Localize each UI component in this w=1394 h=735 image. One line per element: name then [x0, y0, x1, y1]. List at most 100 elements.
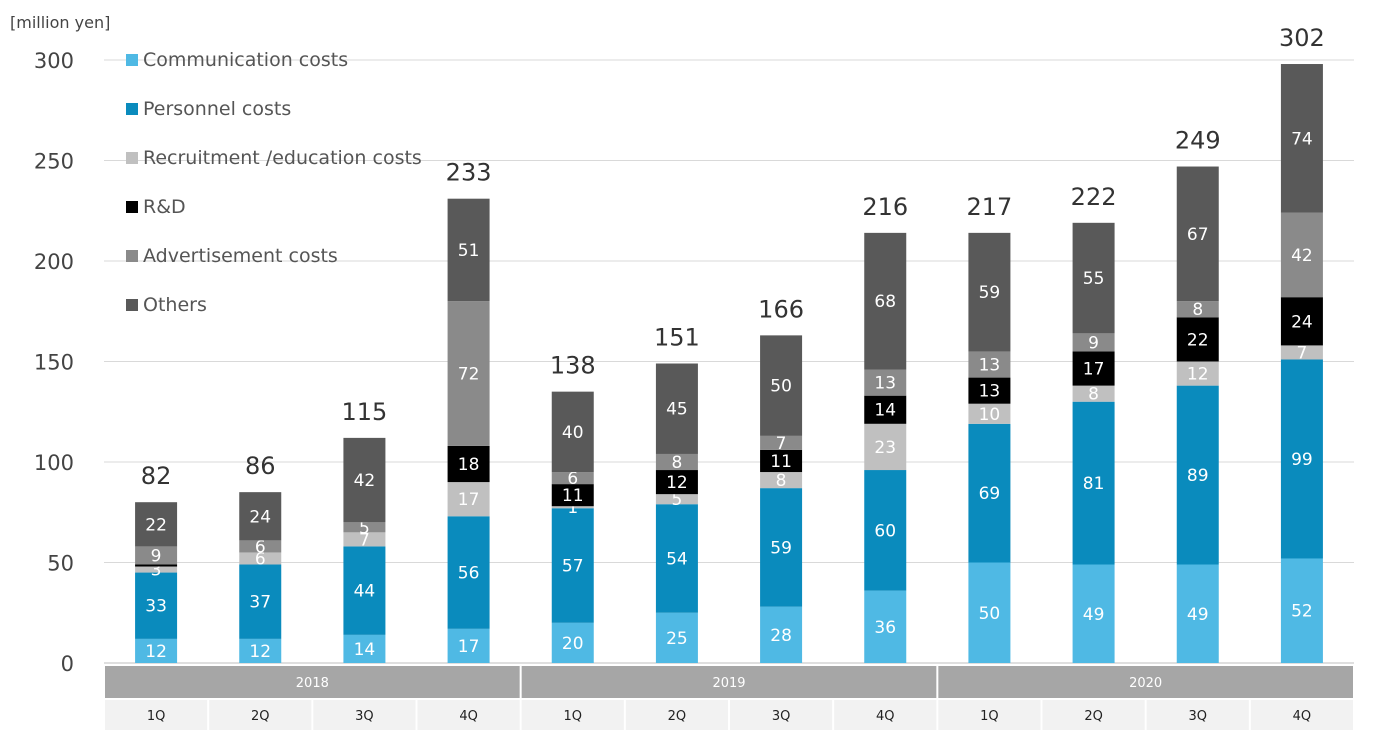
data-label: 12: [1187, 365, 1209, 385]
y-tick-label: 50: [47, 552, 74, 576]
bar-segment: [1072, 351, 1115, 386]
bar-segment: [1072, 222, 1115, 334]
bar-segment: [343, 532, 386, 547]
bar-segment: [343, 437, 386, 523]
data-label: 49: [1083, 605, 1105, 625]
legend-swatch: [126, 299, 138, 311]
total-label: 217: [967, 193, 1013, 221]
data-label: 7: [1297, 343, 1308, 363]
bar-segment: [1280, 558, 1323, 663]
bar-segment: [135, 502, 178, 547]
bar-segment: [968, 377, 1011, 404]
data-label: 50: [979, 604, 1001, 624]
bar-segment: [1072, 401, 1115, 565]
bar-segment: [239, 564, 282, 639]
data-label: 12: [145, 642, 167, 662]
quarter-cell: [521, 700, 624, 730]
bar-segment: [655, 470, 698, 495]
unit-label: [million yen]: [10, 13, 110, 32]
bar-stack: 36 60 23 14 13 68: [864, 232, 907, 663]
quarter-cell: [938, 700, 1041, 730]
data-label: 9: [151, 546, 162, 566]
data-label: 17: [458, 490, 480, 510]
data-label: 52: [1291, 602, 1313, 622]
data-label: 50: [770, 377, 792, 397]
data-label: 37: [249, 593, 271, 613]
bar-segment: [551, 508, 594, 623]
data-label: 8: [672, 453, 683, 473]
bar-segment: [239, 638, 282, 663]
bar-segment: [1280, 64, 1323, 213]
data-label: 25: [666, 629, 688, 649]
legend: Communication costs Personnel costs Recrui…: [126, 49, 422, 316]
data-label: 6: [255, 537, 266, 557]
total-label: 216: [862, 193, 908, 221]
bar-segment: [239, 540, 282, 553]
bar-segment: [551, 391, 594, 473]
bar-segment: [1280, 297, 1323, 346]
bar-segment: [760, 335, 803, 436]
bar-segment: [551, 622, 594, 663]
data-label: 56: [458, 564, 480, 584]
data-label: 33: [145, 597, 167, 617]
bar-segment: [760, 488, 803, 607]
total-label: 249: [1175, 127, 1221, 155]
data-label: 54: [666, 549, 688, 569]
bar-stack: 50 69 10 13 13 59: [968, 232, 1011, 663]
total-label: 166: [758, 295, 804, 323]
quarter-cell: [105, 700, 208, 730]
bar-segment: [655, 363, 698, 454]
bar-stack: 12 37 66 24: [239, 492, 282, 663]
data-label: 13: [874, 374, 896, 394]
bar-segment: [760, 606, 803, 663]
bar-segment: [447, 516, 490, 629]
data-label: 59: [770, 538, 792, 558]
bar-segment: [864, 470, 907, 591]
data-label: 7: [776, 434, 787, 454]
bar-segment: [760, 472, 803, 489]
x-tick-label: 2Q: [668, 709, 687, 724]
bar-segment: [1280, 212, 1323, 298]
legend-item: Advertisement costs: [126, 245, 338, 267]
bar-segment: [551, 484, 594, 507]
data-label: 10: [979, 405, 1001, 425]
y-tick-label: 0: [61, 652, 74, 676]
legend-label: Advertisement costs: [143, 245, 338, 267]
gridlines: [104, 59, 1354, 664]
x-tick-label: 4Q: [876, 709, 895, 724]
quarter-cell: [834, 700, 937, 730]
bar-stack: 49 81 8 17 9 55: [1072, 222, 1115, 663]
data-label: 13: [979, 356, 1001, 376]
bar-segment: [343, 522, 386, 533]
bar-segment: [1176, 385, 1219, 565]
bar-segment: [343, 546, 386, 635]
quarter-cell: [1042, 700, 1145, 730]
bar-segment: [655, 612, 698, 663]
bar-segment: [968, 403, 1011, 424]
year-label: 2019: [712, 676, 745, 691]
total-label: 82: [141, 462, 172, 490]
bar-segment: [1176, 166, 1219, 302]
data-label: 6: [567, 469, 578, 489]
quarter-cell: [625, 700, 728, 730]
bar-segment: [447, 482, 490, 517]
y-tick-label: 100: [34, 451, 74, 475]
x-tick-label: 3Q: [1188, 709, 1207, 724]
data-label: 8: [1088, 385, 1099, 405]
legend-item: Communication costs: [126, 49, 348, 71]
data-label: 17: [1083, 360, 1105, 380]
data-label: 57: [562, 557, 584, 577]
bar-stack: 49 89 12 22 8 67: [1176, 166, 1219, 663]
data-label: 7: [359, 530, 370, 550]
data-label: 8: [776, 471, 787, 491]
bar-segment: [864, 395, 907, 424]
quarter-cell: [313, 700, 416, 730]
legend-swatch: [126, 152, 138, 164]
bar-segment: [239, 492, 282, 541]
data-label: 12: [249, 642, 271, 662]
data-label: 20: [562, 634, 584, 654]
bar-segment: [968, 562, 1011, 663]
year-band: [105, 666, 520, 698]
data-label: 74: [1291, 129, 1313, 149]
